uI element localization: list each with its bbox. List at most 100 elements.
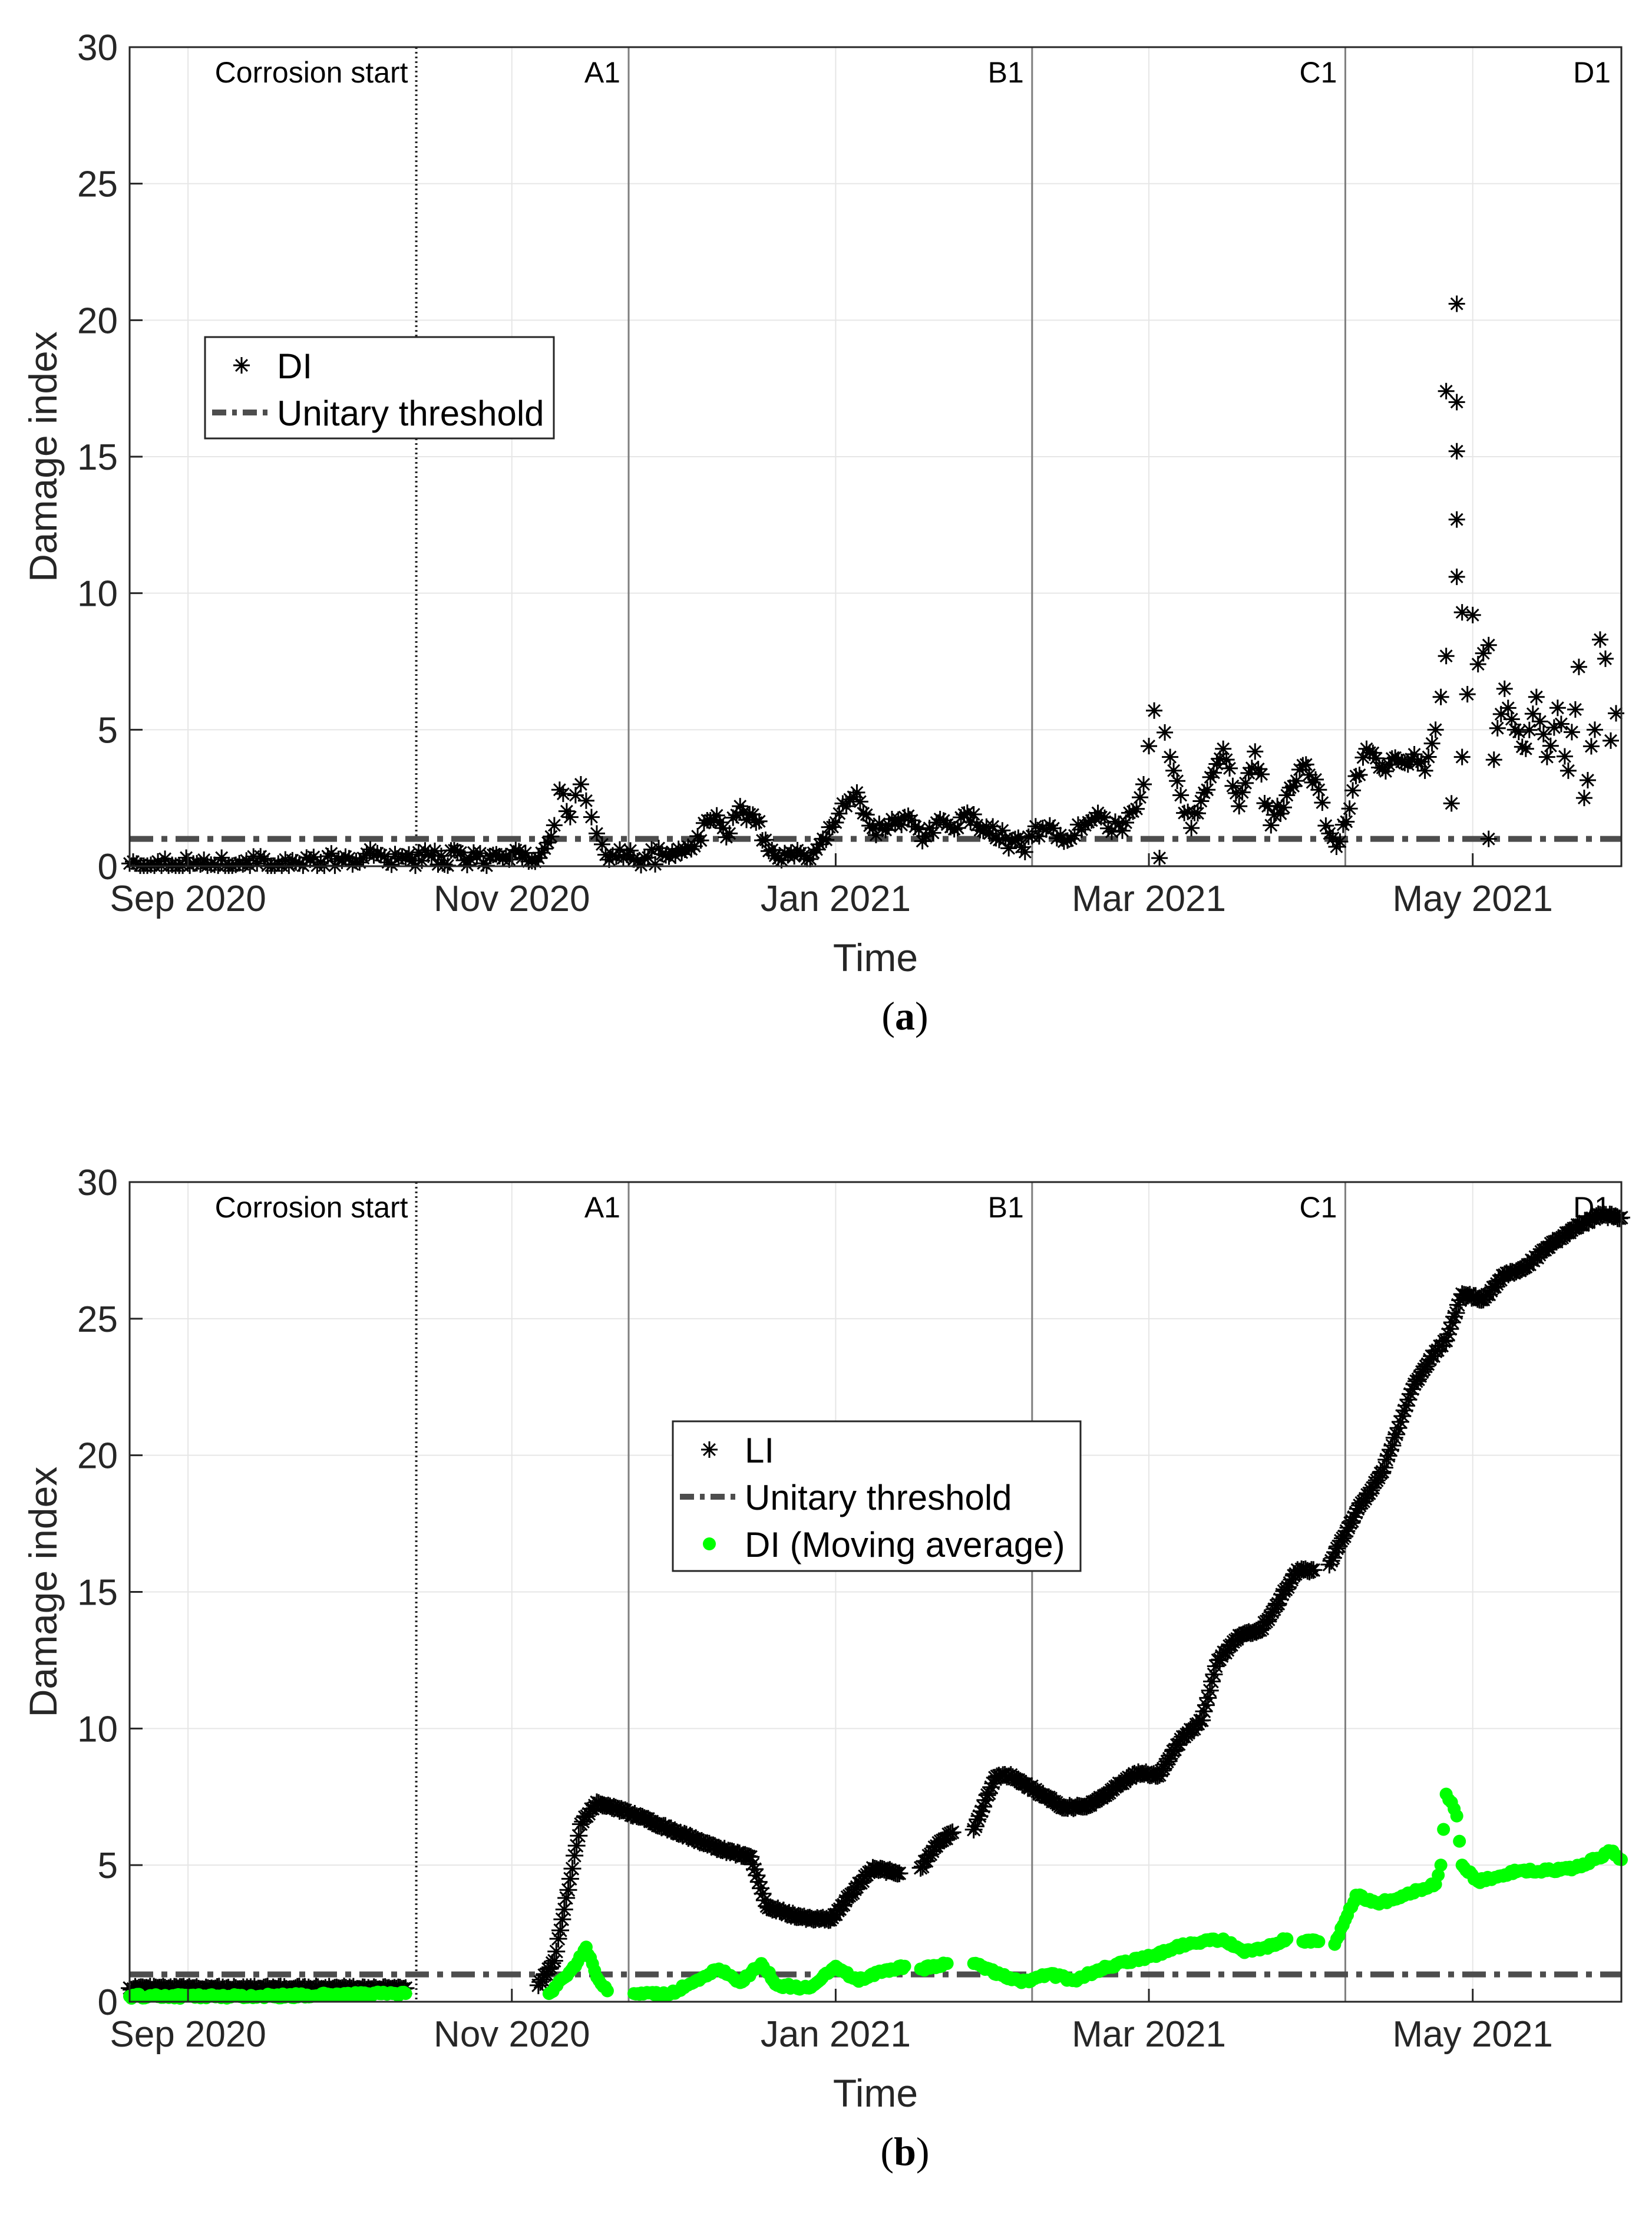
- data-point: [1146, 702, 1163, 719]
- data-point: [1383, 750, 1400, 767]
- data-point: [1162, 748, 1179, 765]
- data-point: [1205, 764, 1222, 781]
- data-point: [1406, 746, 1423, 763]
- data-point: [728, 807, 745, 824]
- legend-item: DI: [233, 346, 312, 386]
- y-tick-label: 20: [77, 301, 118, 341]
- data-point: [858, 806, 875, 823]
- data-point: [969, 817, 986, 834]
- data-point: [748, 814, 765, 831]
- data-point: [1285, 778, 1302, 795]
- data-point: [541, 1958, 560, 1976]
- data-point: [1419, 1355, 1437, 1373]
- data-point: [1443, 795, 1460, 812]
- y-tick-label: 0: [98, 1982, 118, 2023]
- data-point: [1409, 1370, 1428, 1388]
- data-point: [956, 806, 973, 823]
- data-point: [864, 820, 881, 837]
- data-point: [893, 817, 910, 834]
- data-point: [501, 851, 518, 868]
- data-point: [1524, 705, 1541, 722]
- data-point: [379, 854, 397, 871]
- legend-label: DI (Moving average): [745, 1525, 1065, 1565]
- data-point: [1514, 738, 1531, 755]
- data-point: [1151, 1766, 1169, 1784]
- data-point: [811, 836, 828, 853]
- data-point: [1480, 830, 1497, 847]
- data-point: [1273, 1586, 1291, 1603]
- data-point: [1344, 782, 1362, 799]
- x-tick-label: Mar 2021: [1072, 2014, 1226, 2055]
- legend-label: DI: [277, 346, 312, 386]
- data-point: [566, 1847, 584, 1865]
- data-point: [554, 785, 571, 803]
- data-point: [1337, 1522, 1356, 1540]
- data-point: [838, 798, 855, 815]
- data-point: [786, 848, 803, 865]
- data-point: [583, 808, 600, 826]
- data-point: [749, 1873, 768, 1891]
- data-point: [1607, 705, 1624, 722]
- data-point: [1492, 705, 1509, 722]
- data-point: [1016, 843, 1033, 860]
- data-point: [1575, 790, 1592, 807]
- data-point: [1320, 1556, 1339, 1574]
- data-point: [611, 841, 628, 858]
- data-point: [982, 1778, 1000, 1796]
- data-point: [1425, 1347, 1443, 1365]
- data-point: [1347, 1504, 1365, 1522]
- x-tick-label: May 2021: [1393, 2014, 1553, 2055]
- data-point: [458, 856, 475, 873]
- data-point: [760, 843, 777, 860]
- x-tick-label: Nov 2020: [434, 2014, 590, 2055]
- data-point: [1380, 756, 1397, 773]
- legend-label: Unitary threshold: [277, 394, 544, 433]
- data-point: [563, 1860, 581, 1878]
- data-point: [877, 821, 894, 839]
- data-point: [1132, 789, 1149, 806]
- data-point: [874, 820, 891, 837]
- data-point: [959, 804, 976, 821]
- data-point: [1567, 701, 1584, 718]
- data-point: [1324, 829, 1342, 846]
- data-point: [1013, 839, 1030, 856]
- data-point: [650, 840, 668, 857]
- data-point: [1448, 568, 1465, 585]
- data-point: [1169, 773, 1186, 790]
- data-point: [196, 851, 213, 869]
- data-point: [1006, 830, 1023, 847]
- data-point: [890, 811, 907, 828]
- data-point: [557, 1889, 576, 1907]
- y-tick-label: 25: [77, 164, 118, 205]
- data-point: [917, 1852, 936, 1870]
- data-point: [1480, 1285, 1498, 1303]
- data-point: [754, 1884, 772, 1903]
- data-point: [1110, 816, 1127, 833]
- data-point: [1485, 751, 1502, 768]
- data-point: [773, 851, 790, 869]
- data-point: [1448, 443, 1465, 460]
- data-point: [238, 852, 255, 869]
- data-point: [1080, 814, 1097, 831]
- data-point: [871, 815, 888, 832]
- data-point: [423, 847, 440, 864]
- data-point: [1304, 1561, 1323, 1579]
- data-point: [543, 828, 560, 845]
- data-point: [643, 841, 660, 858]
- data-point: [1202, 768, 1219, 785]
- data-point: [1438, 648, 1455, 665]
- data-point: [1317, 817, 1334, 834]
- data-point: [1602, 732, 1619, 749]
- data-point: [1052, 827, 1069, 844]
- data-point: [401, 846, 418, 863]
- data-point: [1281, 1574, 1299, 1592]
- data-point: [654, 846, 671, 863]
- y-tick-label: 30: [77, 1163, 118, 1203]
- x-tick-label: Jan 2021: [761, 879, 911, 919]
- data-point: [1345, 1508, 1363, 1526]
- data-point: [633, 857, 650, 874]
- data-point: [1453, 748, 1471, 765]
- data-point: [980, 1784, 998, 1803]
- event-label: D1: [1573, 56, 1611, 89]
- data-point: [1243, 760, 1260, 777]
